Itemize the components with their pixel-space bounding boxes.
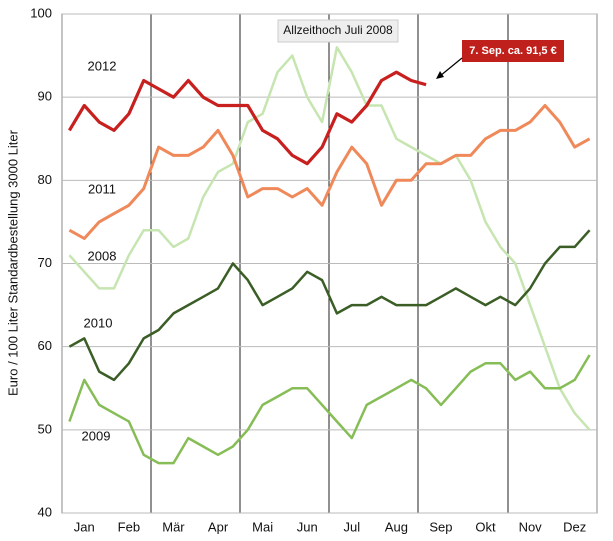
arrow-head (436, 71, 444, 79)
x-tick-label: Dez (563, 519, 586, 534)
annotation: Allzeithoch Juli 2008 (283, 23, 393, 37)
x-tick-label: Apr (208, 519, 229, 534)
series-line (68, 70, 427, 166)
x-tick-label: Jul (343, 519, 360, 534)
x-tick-label: Mai (252, 519, 273, 534)
x-tick-label: Sep (429, 519, 452, 534)
series-label: 2009 (82, 428, 111, 443)
series-label: 2011 (88, 181, 116, 196)
x-tick-label: Jan (74, 519, 95, 534)
y-tick-label: 100 (30, 5, 52, 20)
x-tick-label: Aug (385, 519, 408, 534)
y-tick-label: 70 (38, 255, 52, 270)
series-label: 2010 (84, 315, 113, 330)
series-line (68, 229, 591, 382)
x-tick-label: Feb (118, 519, 140, 534)
x-tick-label: Jun (297, 519, 318, 534)
annotation: 7. Sep. ca. 91,5 € (469, 45, 556, 57)
annotation-box (462, 40, 564, 62)
annotation-arrow (439, 57, 463, 77)
x-tick-label: Okt (475, 519, 496, 534)
series-line (68, 104, 591, 240)
series-line (68, 46, 591, 431)
y-axis-label: Euro / 100 Liter Standardbestellung 3000… (5, 129, 20, 396)
y-tick-label: 60 (38, 338, 52, 353)
series-line (68, 354, 591, 465)
series-label: 2008 (88, 248, 117, 263)
y-tick-label: 80 (38, 172, 52, 187)
series-label: 2012 (88, 58, 117, 73)
y-tick-label: 50 (38, 421, 52, 436)
y-tick-label: 90 (38, 89, 52, 104)
x-tick-label: Nov (519, 519, 543, 534)
annotation-box (277, 19, 399, 43)
y-tick-label: 40 (38, 504, 52, 519)
x-tick-label: Mär (162, 519, 185, 534)
